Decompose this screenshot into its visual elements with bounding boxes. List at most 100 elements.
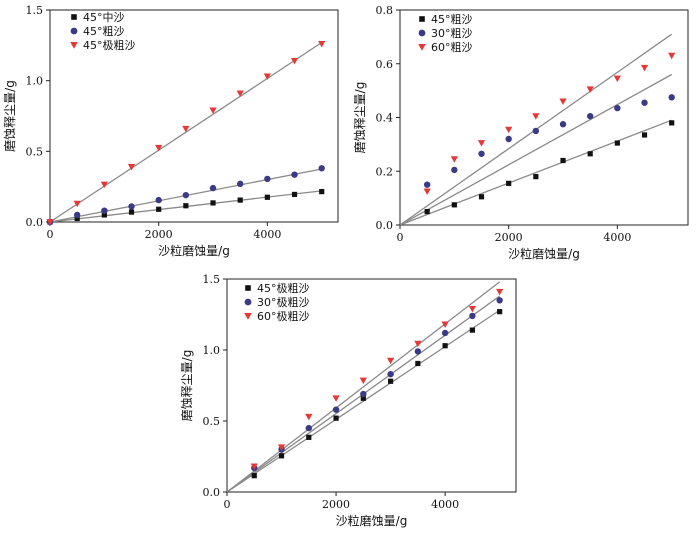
data-point (209, 184, 217, 192)
data-point (210, 200, 216, 206)
data-point (532, 113, 540, 120)
data-point (478, 194, 485, 200)
data-point (319, 189, 325, 195)
legend-marker (70, 27, 78, 35)
data-point (469, 312, 476, 320)
x-tick-label: 0 (397, 231, 404, 244)
data-point (237, 197, 243, 203)
data-point (450, 156, 458, 163)
y-tick-label: 0.0 (376, 219, 394, 232)
y-tick-label: 0.5 (203, 415, 221, 428)
data-point (291, 171, 298, 178)
data-point (250, 463, 258, 471)
data-point (182, 191, 190, 199)
x-tick-label: 4000 (431, 498, 459, 511)
legend-label: 45°极粗沙 (83, 38, 136, 52)
data-point (560, 157, 566, 164)
data-point (183, 203, 189, 209)
data-point (586, 86, 594, 93)
fit-line (400, 73, 673, 225)
data-point (101, 207, 108, 214)
legend-marker (244, 298, 252, 306)
x-axis-title: 沙粒磨蚀量/g (158, 243, 230, 258)
data-point (359, 377, 367, 385)
legend-marker (418, 29, 426, 37)
x-tick-label: 0 (47, 228, 54, 241)
data-point (128, 209, 135, 215)
fit-line (227, 309, 501, 492)
data-point (441, 329, 449, 337)
data-point (414, 340, 422, 348)
legend-label: 30°粗沙 (431, 27, 473, 40)
y-tick-label: 0.0 (26, 216, 44, 229)
x-tick-label: 4000 (253, 228, 281, 241)
x-axis-title: 沙粒磨蚀量/g (508, 246, 580, 261)
x-tick-label: 2000 (495, 231, 523, 244)
data-point (264, 175, 271, 183)
y-tick-label: 0.5 (26, 145, 44, 158)
data-point (236, 180, 244, 188)
legend-label: 30°极粗沙 (257, 295, 310, 309)
data-point (251, 473, 257, 479)
data-point (641, 99, 648, 106)
y-tick-label: 0.0 (203, 486, 221, 499)
data-point (614, 104, 621, 112)
data-point (497, 309, 503, 315)
data-point (505, 126, 513, 134)
data-point (505, 135, 512, 143)
plot-frame (49, 9, 339, 223)
data-point (332, 406, 340, 413)
data-point (451, 166, 458, 174)
data-point (532, 127, 540, 135)
panel-top-left-chart: 0 2000 4000 0.0 0.5 1.0 1.5 沙粒磨蚀量/g 磨蚀释尘量/g 45°中沙… (3, 4, 339, 258)
data-point (277, 444, 286, 451)
data-point (101, 212, 107, 218)
data-point (442, 343, 448, 349)
fit-line (400, 119, 672, 225)
data-point (263, 73, 271, 81)
data-point (614, 140, 620, 146)
data-point (360, 395, 366, 401)
y-tick-label: 0.2 (376, 165, 394, 178)
data-point (128, 203, 135, 210)
legend-label: 60°粗沙 (431, 41, 473, 54)
legend-label: 45°粗沙 (83, 25, 125, 38)
data-point (305, 424, 312, 432)
legend-marker (244, 312, 252, 320)
data-point (236, 90, 244, 97)
data-point (333, 415, 339, 421)
legend-label: 60°极粗沙 (257, 309, 310, 323)
x-axis-title: 沙粒磨蚀量/g (336, 513, 408, 528)
data-point (387, 370, 394, 378)
data-point (156, 206, 162, 212)
legend-label: 45°粗沙 (431, 13, 473, 26)
data-point (127, 164, 136, 171)
data-point (306, 434, 312, 440)
y-tick-label: 1.5 (26, 4, 44, 17)
panel-bottom-chart: 0 2000 4000 0.0 0.5 1.0 1.5 沙粒磨蚀量/g 磨蚀释尘量/g 45°极粗… (180, 273, 517, 528)
data-point (559, 98, 567, 105)
data-point (668, 52, 676, 60)
y-axis-title: 磨蚀释尘量/g (180, 350, 194, 422)
data-point (74, 215, 80, 222)
y-axis-title: 磨蚀释尘量/g (353, 82, 367, 154)
data-point (155, 144, 163, 152)
data-point (209, 107, 217, 114)
y-tick-label: 1.5 (203, 273, 221, 286)
x-tick-label: 4000 (603, 231, 631, 244)
data-point (469, 327, 475, 333)
data-point (669, 120, 675, 126)
data-point (586, 112, 594, 120)
data-point (640, 64, 649, 72)
data-point (496, 297, 503, 304)
legend-marker (419, 16, 425, 22)
legend-label: 45°中沙 (83, 11, 125, 24)
data-point (46, 219, 54, 226)
data-point (641, 132, 648, 138)
legend-marker (71, 14, 77, 20)
plot-frame (226, 278, 517, 493)
data-point (386, 357, 395, 365)
data-point (332, 395, 340, 402)
y-tick-label: 0.6 (376, 58, 394, 71)
